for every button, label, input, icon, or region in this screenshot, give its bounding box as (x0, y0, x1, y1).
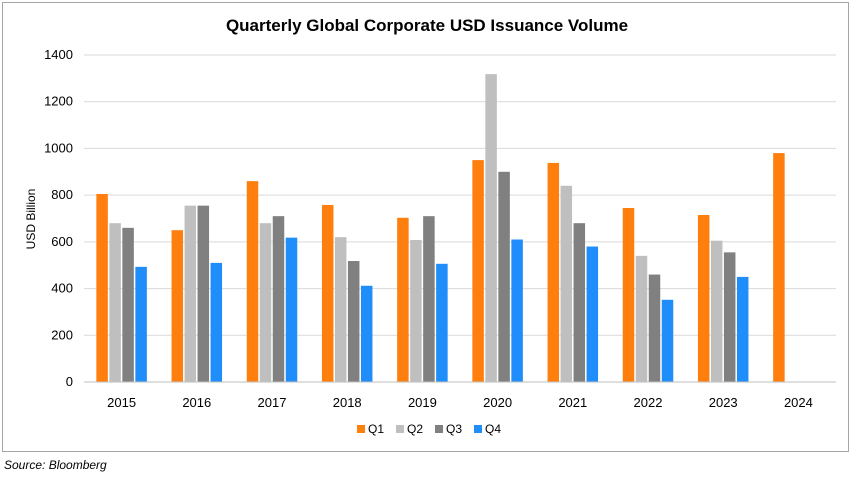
bar-q1-2021 (547, 162, 560, 382)
bar-q3-2016 (197, 205, 210, 382)
y-tick-label: 800 (51, 187, 73, 202)
y-tick-label: 0 (66, 374, 73, 389)
y-axis-ticks: 0 200 400 600 800 1000 1200 1400 (44, 47, 73, 389)
bar-q2-2021 (560, 185, 573, 382)
bar-q1-2023 (697, 214, 710, 382)
x-tick-label: 2016 (182, 395, 211, 410)
bar-q3-2021 (573, 223, 586, 382)
source-note: Source: Bloomberg (4, 458, 107, 472)
bar-q4-2017 (285, 237, 298, 382)
y-tick-label: 1200 (44, 94, 73, 109)
bar-q1-2024 (773, 153, 785, 382)
x-tick-label: 2017 (258, 395, 287, 410)
bar-q3-2019 (423, 216, 435, 382)
bar-q2-2018 (334, 237, 347, 382)
bar-q2-2020 (485, 74, 497, 382)
bar-q4-2018 (360, 285, 373, 382)
bar-q3-2015 (122, 227, 134, 382)
legend-label-q4: Q4 (485, 422, 501, 436)
x-tick-label: 2015 (107, 395, 136, 410)
bar-q4-2019 (436, 263, 448, 382)
gridlines (84, 54, 836, 336)
legend-label-q2: Q2 (407, 422, 423, 436)
bar-q1-2016 (171, 230, 184, 382)
chart-title: Quarterly Global Corporate USD Issuance … (225, 16, 629, 35)
bar-q1-2015 (96, 193, 108, 382)
bar-q2-2019 (410, 239, 422, 382)
y-tick-label: 1000 (44, 140, 73, 155)
bar-q1-2020 (472, 160, 484, 382)
y-tick-label: 1400 (44, 47, 73, 62)
x-tick-label: 2021 (558, 395, 587, 410)
x-tick-label: 2018 (333, 395, 362, 410)
x-tick-label: 2024 (784, 395, 813, 410)
bar-q1-2017 (246, 181, 259, 382)
bar-q4-2015 (135, 266, 147, 382)
legend-label-q1: Q1 (368, 422, 384, 436)
y-tick-label: 200 (51, 327, 73, 342)
bar-q4-2022 (661, 299, 674, 382)
bar-q4-2020 (511, 239, 523, 382)
bar-q1-2022 (622, 207, 635, 382)
bar-q2-2016 (184, 205, 197, 382)
bar-q2-2017 (259, 223, 272, 382)
bar-q3-2023 (723, 252, 736, 382)
x-tick-label: 2023 (709, 395, 738, 410)
bars (96, 74, 785, 382)
bar-q3-2022 (648, 274, 661, 382)
bar-q3-2018 (347, 261, 360, 382)
bar-q4-2021 (586, 246, 599, 382)
bar-q4-2016 (210, 262, 223, 382)
x-tick-label: 2019 (408, 395, 437, 410)
legend-swatch-q1 (357, 425, 365, 433)
x-tick-label: 2022 (634, 395, 663, 410)
legend-swatch-q2 (396, 425, 404, 433)
bar-q4-2023 (736, 276, 749, 382)
y-tick-label: 600 (51, 234, 73, 249)
bar-q1-2019 (397, 217, 409, 382)
legend-swatch-q3 (435, 425, 443, 433)
bar-q2-2015 (109, 223, 121, 382)
bar-q3-2020 (498, 171, 510, 382)
x-axis-ticks: 2015 2016 2017 2018 2019 2020 2021 2022 2023 2024 (107, 395, 813, 410)
y-tick-label: 400 (51, 281, 73, 296)
bar-q2-2023 (710, 240, 723, 382)
bar-q3-2017 (272, 216, 285, 382)
legend-label-q3: Q3 (446, 422, 462, 436)
legend-swatch-q4 (474, 425, 482, 433)
bar-q2-2022 (635, 255, 648, 382)
legend: Q1 Q2 Q3 Q4 (357, 422, 501, 436)
x-tick-label: 2020 (483, 395, 512, 410)
bar-q1-2018 (321, 204, 334, 382)
y-axis-label: USD Billion (24, 189, 38, 250)
